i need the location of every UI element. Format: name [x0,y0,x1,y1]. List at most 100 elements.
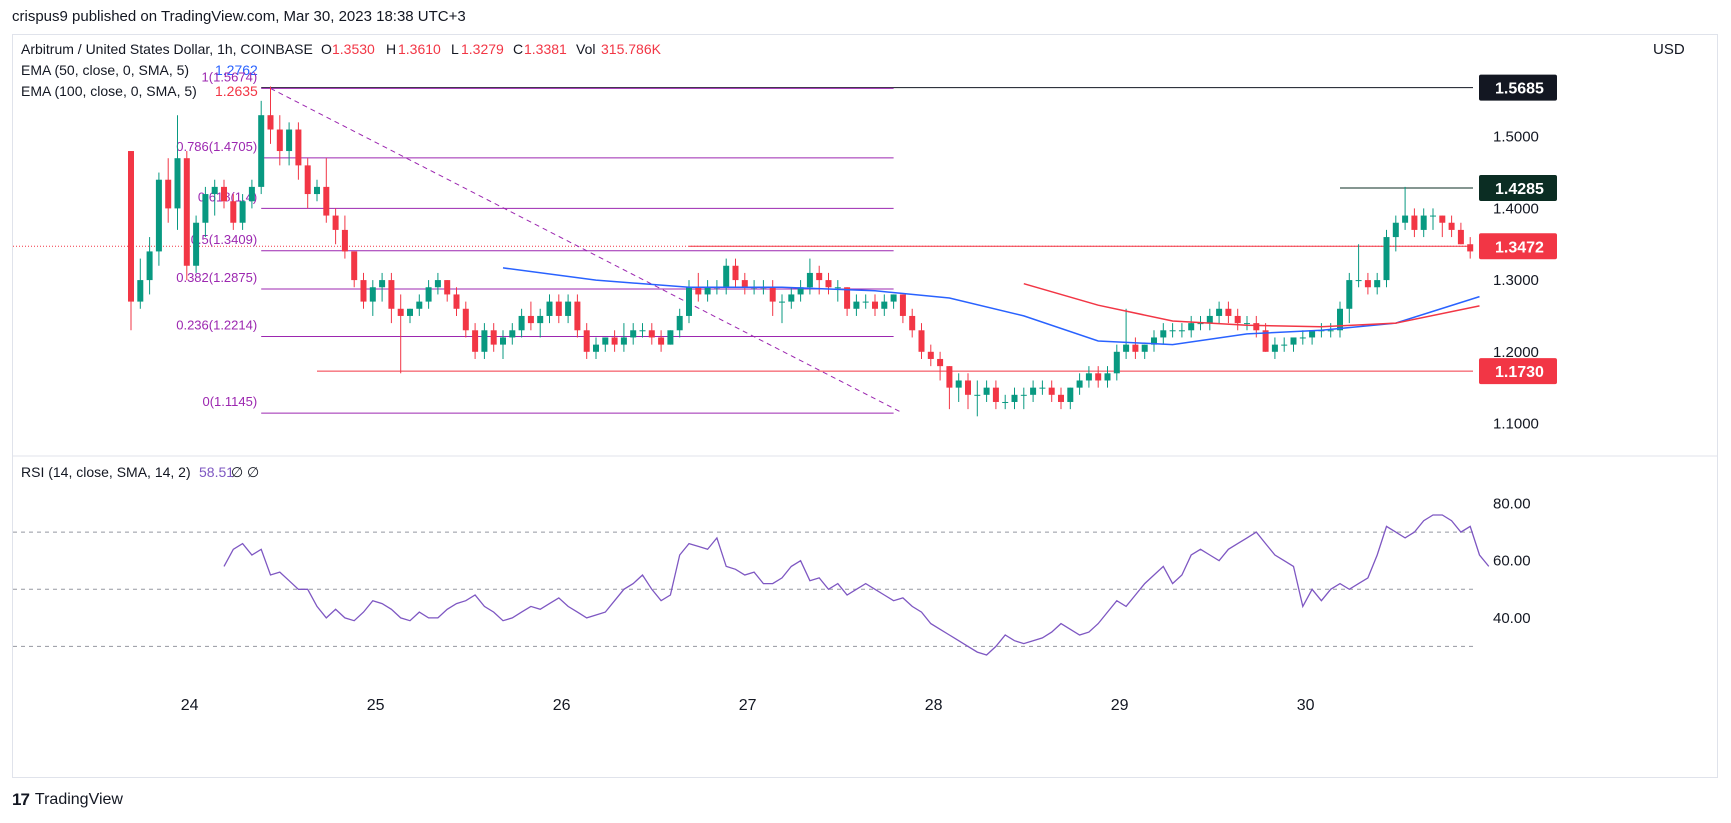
candle-body [1439,215,1446,223]
candle-body [965,380,971,395]
price-chart-svg[interactable]: Arbitrum / United States Dollar, 1h, COI… [13,35,1717,777]
candle-body [397,308,404,316]
candle-body [1346,280,1353,309]
time-axis-label: 28 [925,697,943,714]
trendline[interactable] [270,87,904,414]
candle-body [1355,280,1362,282]
candle-body [527,315,534,324]
candle-body [639,330,646,332]
candle-body [1457,229,1464,245]
candle-body [379,280,386,288]
candle-body [769,287,776,302]
candle-body [1448,222,1455,230]
price-tick-label: 1.3000 [1493,272,1539,289]
legend-vol-label: Vol [576,41,595,57]
ema100-line [1023,282,1480,328]
candle-body [267,115,274,130]
candle-body [1271,344,1278,352]
candle-body [453,294,460,309]
candle-body [537,315,544,324]
candle-body [909,315,916,331]
candle-body [1290,337,1297,345]
rsi-pane: 80.00 60.00 40.00 [13,496,1531,656]
fib-trendline [270,87,904,414]
candle-body [416,301,423,309]
candle-body [992,387,999,402]
candle-body [593,344,599,352]
candle-body [174,158,181,209]
candle-body [1123,344,1130,352]
rsi-tick-label: 60.00 [1493,553,1531,570]
candle-body [165,179,172,209]
candle-body [155,179,162,252]
rsi-line [223,514,1490,656]
legend-symbol: Arbitrum / United States Dollar, 1h, COI… [21,41,313,57]
candle-body [565,301,572,316]
candle-body [351,251,358,281]
candle-body [509,330,516,338]
candle-body [276,129,283,152]
candle-body [1234,315,1241,324]
candle-body [974,394,981,396]
candle-body [546,301,553,316]
chart-panel[interactable]: Arbitrum / United States Dollar, 1h, COI… [12,34,1718,778]
candle-body [239,201,246,223]
candle-body [862,301,869,303]
ema-lines [502,267,1480,346]
candle-body [1383,237,1390,281]
price-badge-label: 1.3472 [1495,239,1544,256]
candle-body [1392,222,1399,238]
candle-body [788,294,795,302]
candle-body [872,301,878,309]
candle-body [816,272,823,281]
candle-body [1337,308,1343,331]
fib-retracement[interactable]: 1(1.5674)0.786(1.4705)0.618(1.4)0.5(1.34… [176,69,894,414]
price-tick-label: 1.4000 [1493,200,1539,217]
ema50-line [502,267,1480,346]
candle-body [686,287,692,316]
legend-c-label: C [513,41,523,57]
time-axis-label: 26 [553,697,571,714]
legend-close: 1.3381 [524,41,567,57]
fib-level-label: 1(1.5674) [202,69,258,84]
candle-body [630,330,637,338]
candle-body [360,280,367,302]
footer-brand[interactable]: TradingView [34,791,123,808]
candle-body [834,287,841,289]
candle-body [779,301,785,303]
candle-body [1169,330,1176,332]
candle-body [1076,380,1083,388]
candle-body [518,315,525,331]
candle-body [1141,344,1148,352]
candle-body [146,251,153,281]
candle-body [1281,344,1288,346]
horizontal-lines [13,87,1473,372]
price-badge-label: 1.4285 [1495,181,1544,198]
candle-body [407,308,413,316]
candles [128,86,1474,417]
legend-ema50-value: 1.2762 [215,62,258,78]
price-badge [1479,174,1557,201]
candle-body [1095,373,1102,381]
candle-body [555,301,562,316]
candle-body [1104,373,1111,381]
candle-body [1364,280,1371,288]
candle-body [286,129,293,152]
candle-body [1197,323,1204,325]
candle-body [193,222,200,266]
tradingview-logo[interactable]: 17 [12,790,30,809]
candle-body [369,287,376,302]
candle-body [1039,387,1046,389]
candle-body [1253,323,1260,331]
candle-body [1188,323,1195,331]
candle-body [137,280,144,302]
footer: 17 TradingView [12,790,123,810]
candle-body [704,287,711,295]
legend-h-label: H [386,41,396,57]
candle-body [1430,215,1436,217]
rsi-na-2: ∅ [247,464,259,480]
candle-body [1420,215,1427,230]
candle-body [1374,280,1381,288]
candle-body [825,280,832,288]
rsi-tick-label: 40.00 [1493,610,1531,627]
